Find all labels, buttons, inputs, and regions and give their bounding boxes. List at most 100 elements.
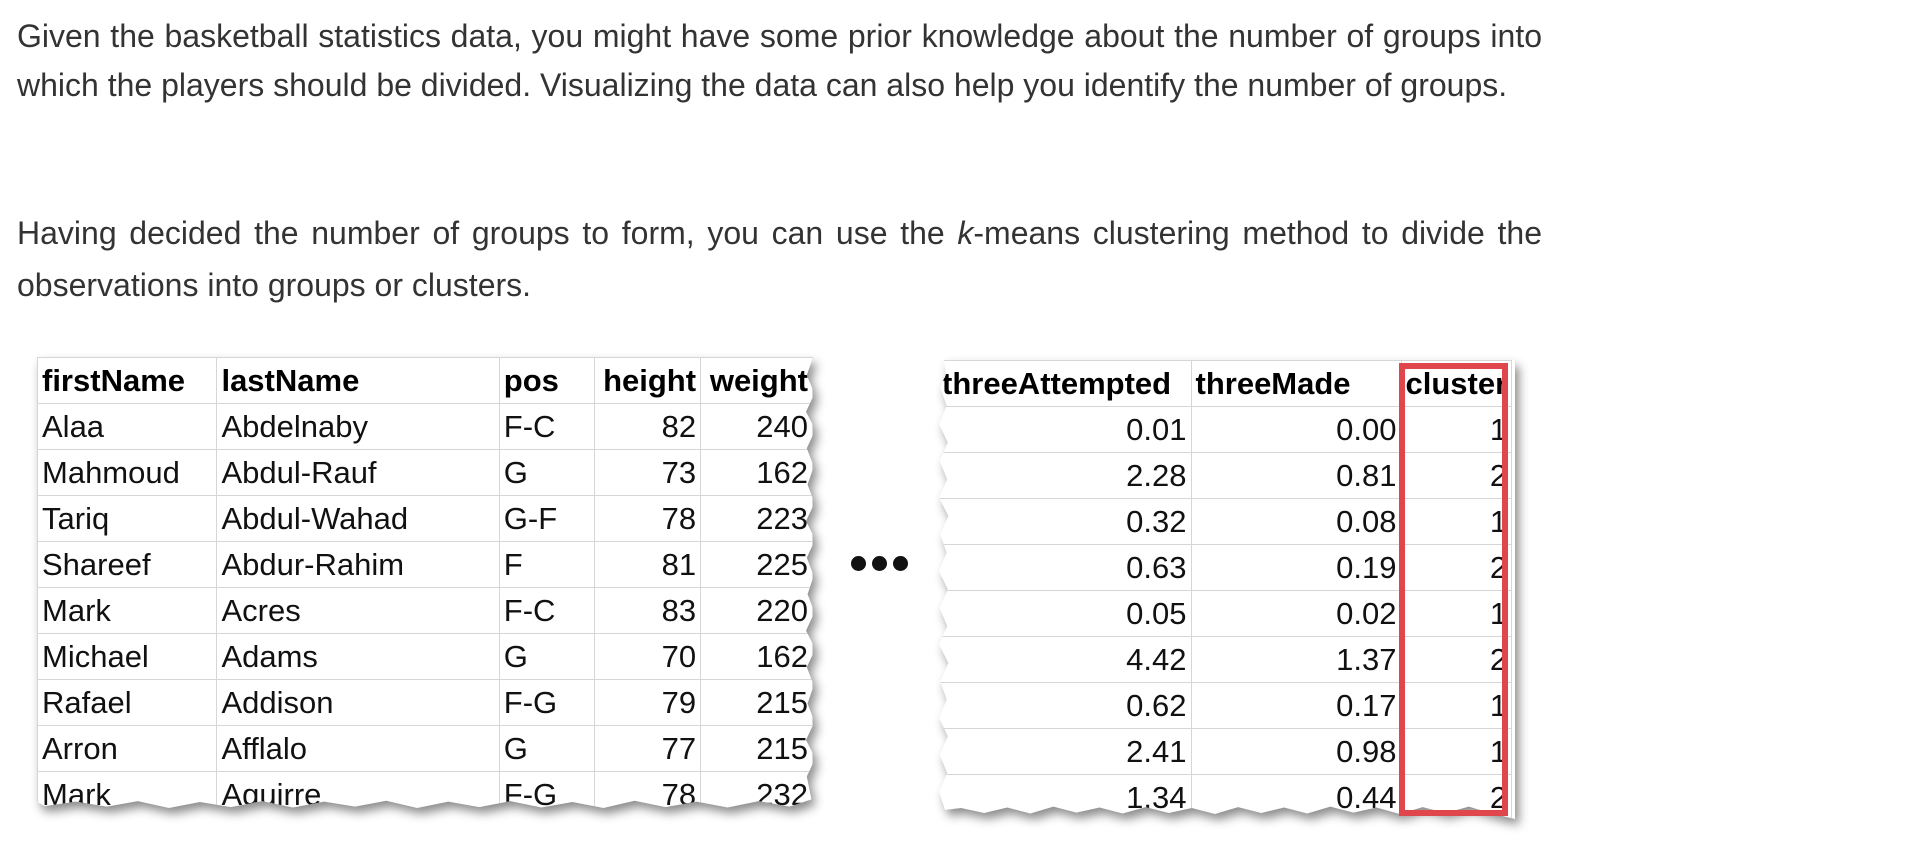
- cluster-data-sheet: threeAttempted threeMade cluster 0.01 0.0…: [938, 360, 1515, 819]
- cluster-row: 1.34 0.44 2: [939, 774, 1513, 819]
- three-attempted-cell: 0.01: [939, 406, 1192, 453]
- weight-cell: 215: [700, 679, 813, 726]
- kmeans-k-italic: k: [957, 215, 974, 251]
- height-cell: 78: [594, 495, 702, 542]
- firstname-cell: Mark: [37, 587, 218, 634]
- cluster-cell: 1: [1401, 682, 1513, 729]
- player-row: Tariq Abdul-Wahad G-F 78 223: [37, 495, 813, 542]
- firstname-cell: Shareef: [37, 541, 218, 588]
- dot: [851, 556, 866, 571]
- firstname-cell: Alaa: [37, 403, 218, 450]
- cluster-row: 0.32 0.08 1: [939, 498, 1513, 545]
- kmeans-paragraph: Having decided the number of groups to f…: [17, 207, 1542, 311]
- three-made-cell: 1.37: [1191, 636, 1402, 683]
- cluster-row: 4.42 1.37 2: [939, 636, 1513, 683]
- height-cell: 73: [594, 449, 702, 496]
- three-made-cell: 0.98: [1191, 728, 1402, 775]
- three-made-cell: 0.81: [1191, 452, 1402, 499]
- three-attempted-cell: 2.28: [939, 452, 1192, 499]
- height-cell: 83: [594, 587, 702, 634]
- kmeans-paragraph-end: -means clustering method to divide the o…: [17, 215, 1543, 303]
- pos-cell: G: [499, 449, 596, 496]
- three-attempted-cell: 0.62: [939, 682, 1192, 729]
- pos-cell: F-C: [499, 403, 596, 450]
- cluster-cell: 1: [1401, 728, 1513, 775]
- weight-cell: 225: [700, 541, 813, 588]
- three-made-cell: 0.02: [1191, 590, 1402, 637]
- lastname-cell: Acres: [216, 587, 500, 634]
- three-attempted-cell: 2.41: [939, 728, 1192, 775]
- col-header-height: height: [594, 357, 702, 404]
- lastname-cell: Afflalo: [216, 725, 500, 772]
- player-row: Mark Acres F-C 83 220: [37, 587, 813, 634]
- weight-cell: 232: [700, 771, 813, 808]
- lastname-cell: Abdelnaby: [216, 403, 500, 450]
- firstname-cell: Mark: [37, 771, 218, 808]
- cluster-row: 0.05 0.02 1: [939, 590, 1513, 637]
- col-header-pos: pos: [499, 357, 596, 404]
- height-cell: 70: [594, 633, 702, 680]
- player-row: Alaa Abdelnaby F-C 82 240: [37, 403, 813, 450]
- intro-paragraph: Given the basketball statistics data, yo…: [17, 18, 1542, 103]
- cluster-row: 2.28 0.81 2: [939, 452, 1513, 499]
- height-cell: 78: [594, 771, 702, 808]
- firstname-cell: Mahmoud: [37, 449, 218, 496]
- cluster-row: 0.62 0.17 1: [939, 682, 1513, 729]
- lastname-cell: Adams: [216, 633, 500, 680]
- firstname-cell: Arron: [37, 725, 218, 772]
- weight-cell: 220: [700, 587, 813, 634]
- cluster-cell: 2: [1401, 452, 1513, 499]
- pos-cell: F: [499, 541, 596, 588]
- pos-cell: F-G: [499, 679, 596, 726]
- cluster-cell: 2: [1401, 544, 1513, 591]
- three-made-cell: 0.08: [1191, 498, 1402, 545]
- player-row: Rafael Addison F-G 79 215: [37, 679, 813, 726]
- height-cell: 77: [594, 725, 702, 772]
- lastname-cell: Addison: [216, 679, 500, 726]
- three-made-cell: 0.19: [1191, 544, 1402, 591]
- player-row: Arron Afflalo G 77 215: [37, 725, 813, 772]
- three-attempted-cell: 4.42: [939, 636, 1192, 683]
- player-table-header-row: firstName lastName pos height weight: [37, 357, 813, 404]
- cluster-row: 0.01 0.00 1: [939, 406, 1513, 453]
- lastname-cell: Abdul-Rauf: [216, 449, 500, 496]
- three-attempted-cell: 0.32: [939, 498, 1192, 545]
- pos-cell: G: [499, 725, 596, 772]
- dot: [872, 556, 887, 571]
- cluster-row: 2.41 0.98 1: [939, 728, 1513, 775]
- three-made-cell: 0.17: [1191, 682, 1402, 729]
- pos-cell: G: [499, 633, 596, 680]
- player-row: Mahmoud Abdul-Rauf G 73 162: [37, 449, 813, 496]
- col-header-weight: weight: [700, 357, 813, 404]
- player-row: Mark Aguirre F-G 78 232: [37, 771, 813, 808]
- weight-cell: 223: [700, 495, 813, 542]
- weight-cell: 162: [700, 633, 813, 680]
- cluster-cell: 2: [1401, 774, 1513, 819]
- weight-cell: 162: [700, 449, 813, 496]
- cluster-cell: 1: [1401, 498, 1513, 545]
- cluster-row: 0.63 0.19 2: [939, 544, 1513, 591]
- pos-cell: F-G: [499, 771, 596, 808]
- pos-cell: G-F: [499, 495, 596, 542]
- cluster-table-header-row: threeAttempted threeMade cluster: [939, 360, 1513, 407]
- dot: [893, 556, 908, 571]
- three-attempted-cell: 0.05: [939, 590, 1192, 637]
- cluster-cell: 1: [1401, 406, 1513, 453]
- player-row: Michael Adams G 70 162: [37, 633, 813, 680]
- height-cell: 82: [594, 403, 702, 450]
- three-made-cell: 0.00: [1191, 406, 1402, 453]
- player-row: Shareef Abdur-Rahim F 81 225: [37, 541, 813, 588]
- lastname-cell: Abdur-Rahim: [216, 541, 500, 588]
- cluster-cell: 2: [1401, 636, 1513, 683]
- firstname-cell: Michael: [37, 633, 218, 680]
- player-data-sheet: firstName lastName pos height weight Ala…: [37, 357, 813, 813]
- three-attempted-cell: 0.63: [939, 544, 1192, 591]
- three-made-cell: 0.44: [1191, 774, 1402, 819]
- height-cell: 79: [594, 679, 702, 726]
- cluster-table: threeAttempted threeMade cluster 0.01 0.0…: [939, 360, 1513, 819]
- weight-cell: 240: [700, 403, 813, 450]
- col-header-threemade: threeMade: [1191, 360, 1402, 407]
- more-dots-icon: [851, 556, 908, 571]
- col-header-cluster: cluster: [1401, 360, 1513, 407]
- three-attempted-cell: 1.34: [939, 774, 1192, 819]
